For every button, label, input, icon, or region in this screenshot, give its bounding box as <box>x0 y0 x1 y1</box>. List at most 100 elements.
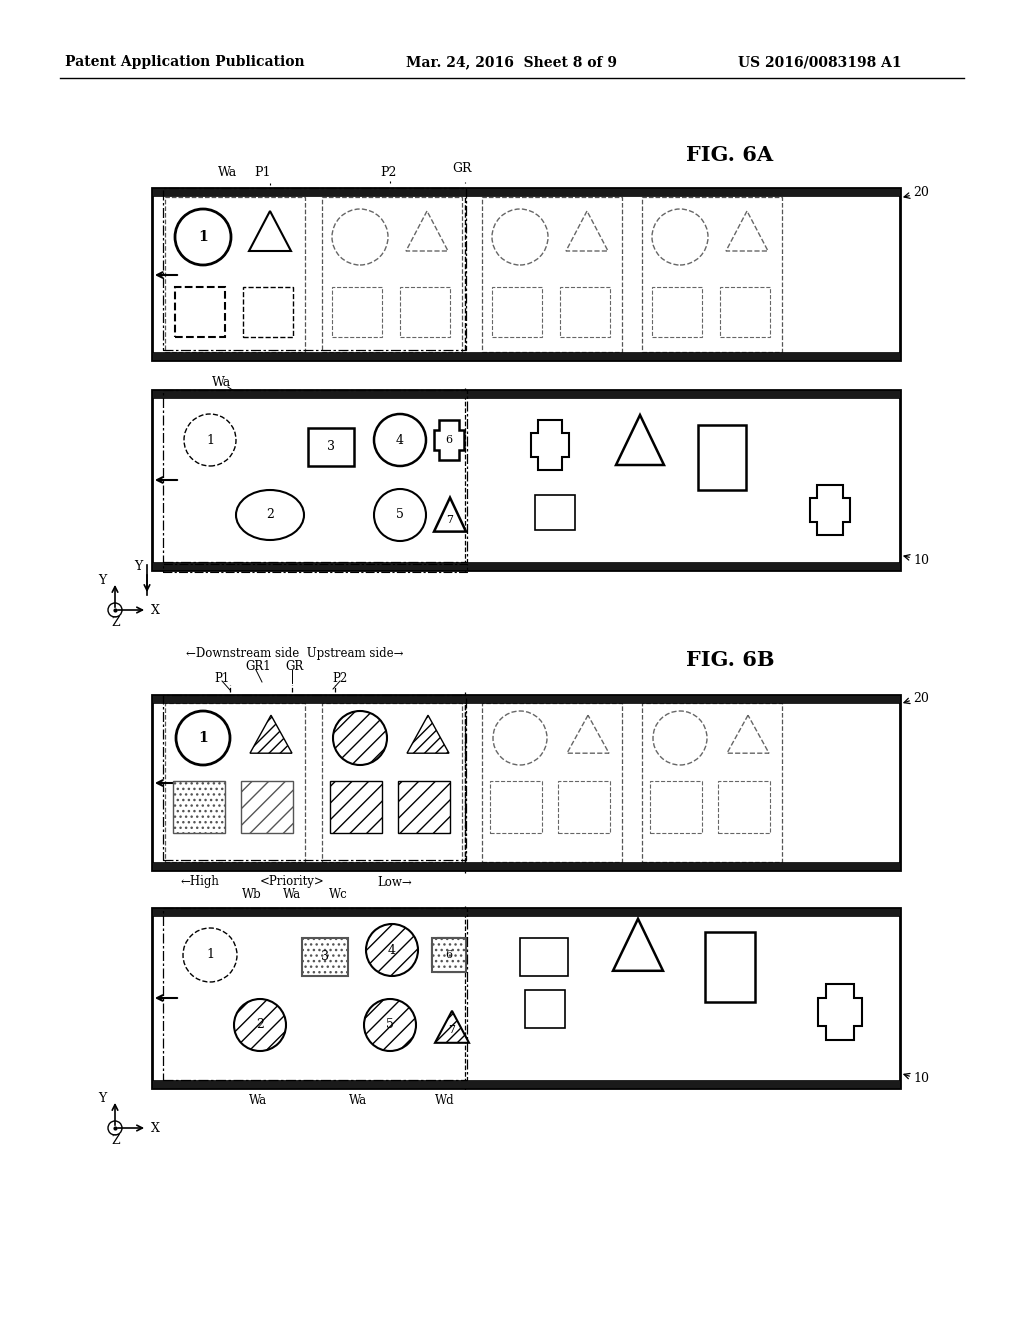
Bar <box>642 197 782 352</box>
Text: <Priority>: <Priority> <box>260 875 325 888</box>
Bar <box>322 704 462 862</box>
Bar <box>492 286 542 337</box>
Bar <box>482 704 622 862</box>
Bar <box>165 704 305 862</box>
Text: P2: P2 <box>333 672 347 685</box>
Text: Z: Z <box>112 1134 120 1147</box>
Bar <box>490 781 542 833</box>
Bar <box>398 781 450 833</box>
Bar <box>535 495 575 531</box>
Bar <box>652 286 702 337</box>
Bar <box>560 286 610 337</box>
Polygon shape <box>435 1011 469 1043</box>
Text: ←Downstream side  Upstream side→: ←Downstream side Upstream side→ <box>186 647 403 660</box>
Text: X: X <box>151 605 160 618</box>
Text: 7: 7 <box>449 1026 456 1035</box>
Bar <box>642 704 782 862</box>
Bar <box>308 428 354 466</box>
Text: GR1: GR1 <box>245 660 270 673</box>
Bar <box>163 908 467 1080</box>
Text: Y: Y <box>97 573 106 586</box>
Bar <box>163 187 466 350</box>
Text: 1: 1 <box>206 433 214 446</box>
Text: 5: 5 <box>396 508 403 521</box>
Circle shape <box>234 999 286 1051</box>
Bar <box>163 389 467 562</box>
Text: Y: Y <box>97 1092 106 1105</box>
Text: GR: GR <box>286 660 304 673</box>
Text: FIG. 6B: FIG. 6B <box>686 649 774 671</box>
Text: Wc: Wc <box>329 888 347 902</box>
Text: 4: 4 <box>396 433 404 446</box>
Text: GR: GR <box>453 161 472 174</box>
Text: FIG. 6A: FIG. 6A <box>686 145 773 165</box>
Bar <box>400 286 450 337</box>
Bar <box>152 389 900 570</box>
Bar <box>525 990 565 1028</box>
Bar <box>322 197 462 352</box>
Text: ←High: ←High <box>180 875 219 888</box>
Text: Low→: Low→ <box>378 875 413 888</box>
Bar <box>152 389 900 399</box>
Bar <box>152 908 900 916</box>
Bar <box>152 696 900 870</box>
Bar <box>332 286 382 337</box>
Bar <box>152 187 900 360</box>
Bar <box>302 939 348 975</box>
Bar <box>175 286 225 337</box>
Bar <box>241 781 293 833</box>
Bar <box>152 187 900 195</box>
Bar <box>432 939 466 972</box>
Text: Wb: Wb <box>242 888 262 902</box>
Text: 1: 1 <box>206 949 214 961</box>
Text: 3: 3 <box>327 441 335 454</box>
Bar <box>173 781 225 833</box>
Text: 20: 20 <box>913 186 929 198</box>
Bar <box>705 932 755 1002</box>
Text: P1: P1 <box>214 672 229 685</box>
Text: 20: 20 <box>913 692 929 705</box>
Text: Patent Application Publication: Patent Application Publication <box>66 55 305 69</box>
Bar <box>698 425 746 490</box>
Bar <box>330 781 382 833</box>
Text: 3: 3 <box>321 950 329 964</box>
Text: 4: 4 <box>388 944 396 957</box>
Bar <box>520 939 568 975</box>
Text: Wd: Wd <box>435 1093 455 1106</box>
Bar <box>650 781 702 833</box>
Circle shape <box>366 924 418 975</box>
Bar <box>243 286 293 337</box>
Text: Wa: Wa <box>218 165 238 178</box>
Text: 5: 5 <box>386 1019 394 1031</box>
Text: Wa: Wa <box>283 888 301 902</box>
Text: 10: 10 <box>913 1072 929 1085</box>
Bar <box>152 696 900 704</box>
Bar <box>152 908 900 1088</box>
Bar <box>152 352 900 360</box>
Text: Mar. 24, 2016  Sheet 8 of 9: Mar. 24, 2016 Sheet 8 of 9 <box>407 55 617 69</box>
Text: 10: 10 <box>913 553 929 566</box>
Text: 6: 6 <box>445 950 453 960</box>
Text: X: X <box>151 1122 160 1135</box>
Text: 7: 7 <box>446 515 454 525</box>
Circle shape <box>333 711 387 766</box>
Text: Y: Y <box>134 560 142 573</box>
Text: 2: 2 <box>256 1019 264 1031</box>
Text: Wa: Wa <box>249 1093 267 1106</box>
Bar <box>163 696 466 861</box>
Bar <box>482 197 622 352</box>
Text: P1: P1 <box>255 165 271 178</box>
Bar <box>152 862 900 870</box>
Text: US 2016/0083198 A1: US 2016/0083198 A1 <box>738 55 902 69</box>
Text: Wa: Wa <box>349 1093 367 1106</box>
Bar <box>165 197 305 352</box>
Text: 2: 2 <box>266 508 274 521</box>
Text: 1: 1 <box>198 230 208 244</box>
Polygon shape <box>250 715 292 754</box>
Text: 1: 1 <box>198 731 208 744</box>
Text: Wa: Wa <box>212 375 231 388</box>
Text: P2: P2 <box>380 165 396 178</box>
Bar <box>163 564 467 572</box>
Bar <box>720 286 770 337</box>
Bar <box>718 781 770 833</box>
